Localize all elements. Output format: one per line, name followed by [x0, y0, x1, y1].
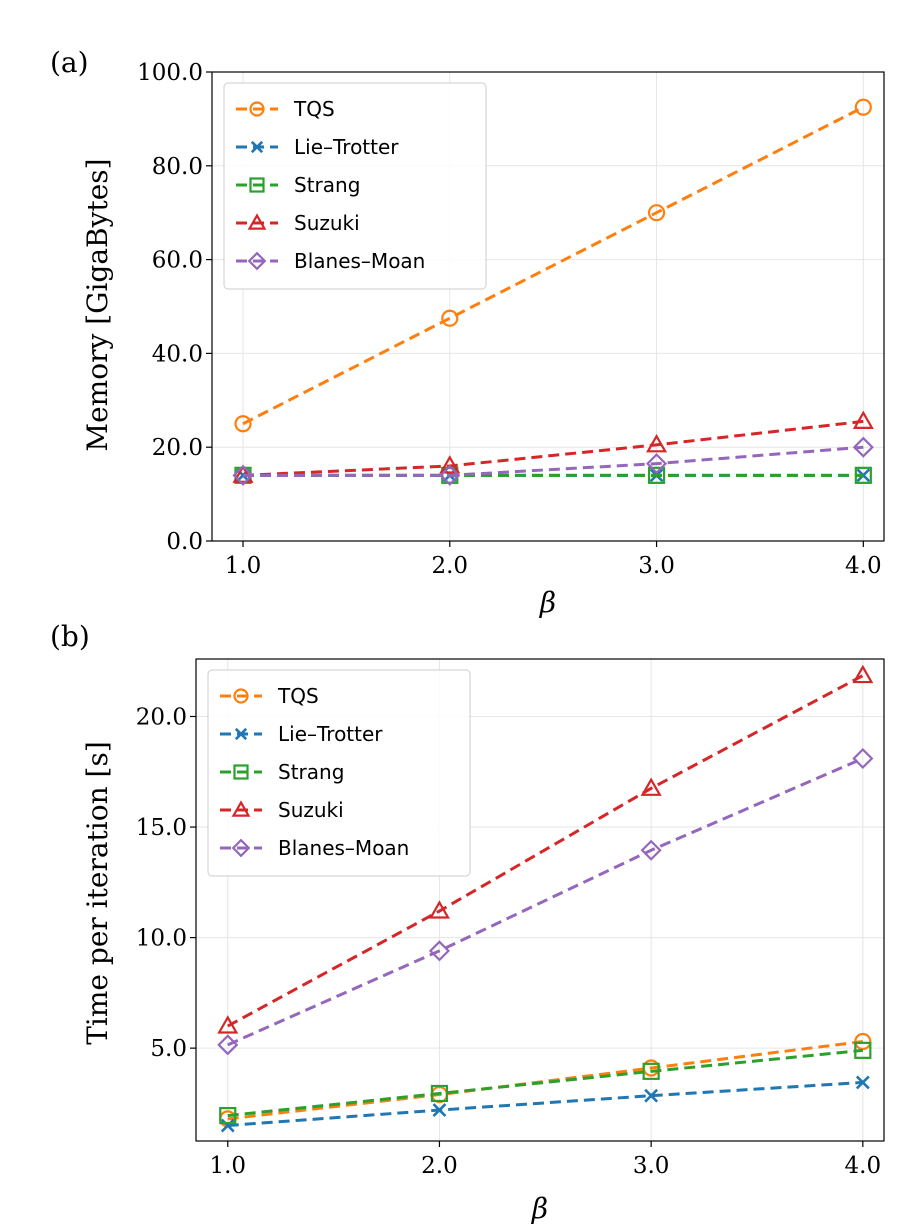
- data-point-0-2: [647, 204, 666, 222]
- data-point-3-2: [646, 434, 668, 453]
- y-tick-label: 0.0: [166, 529, 203, 555]
- legend-entry-2: Strang: [294, 173, 360, 197]
- series-line-1: [227, 1080, 863, 1128]
- y-tick-label: 60.0: [152, 248, 203, 274]
- legend-marker-3: [231, 800, 251, 817]
- y-axis-label-b: Time per iteration [s]: [81, 741, 114, 1045]
- series-line-0: [227, 1040, 864, 1121]
- y-tick-label: 10.0: [136, 926, 187, 952]
- data-point-2-1: [430, 1084, 449, 1103]
- legend-marker-2: [249, 177, 265, 193]
- data-point-1-3: [855, 1075, 870, 1090]
- series-line-2: [227, 1048, 863, 1118]
- data-point-1-0: [220, 1118, 235, 1133]
- legend-entry-0: TQS: [293, 97, 335, 121]
- legend-entry-1: Lie–Trotter: [278, 722, 383, 746]
- data-point-3-3: [852, 664, 874, 684]
- y-tick-label: 40.0: [152, 341, 203, 367]
- x-tick-label: 2.0: [421, 1153, 458, 1179]
- data-point-0-3: [854, 1032, 872, 1051]
- data-point-1-2: [644, 1088, 659, 1103]
- series-group-b: [217, 664, 874, 1133]
- series-line-3: [242, 419, 864, 477]
- data-point-0-3: [854, 98, 872, 116]
- y-tick-label: 20.0: [136, 704, 187, 730]
- legend-marker-1: [234, 727, 248, 741]
- data-point-0-1: [441, 309, 459, 327]
- x-tick-label: 4.0: [845, 1153, 882, 1179]
- legend-marker-4: [231, 838, 251, 858]
- data-point-4-2: [645, 453, 668, 475]
- legend-marker-1: [250, 140, 264, 154]
- y-tick-label: 20.0: [152, 435, 203, 461]
- data-point-4-0: [232, 464, 254, 486]
- legend-a: TQS Lie–Trotter Strang Suzuki Blanes–Moan: [223, 82, 487, 290]
- data-point-0-0: [234, 415, 252, 433]
- legend-entry-0: TQS: [277, 684, 319, 708]
- legend-box: [223, 82, 487, 290]
- x-tick-label: 1.0: [225, 553, 262, 579]
- x-tick-label: 3.0: [638, 553, 675, 579]
- y-tick-label: 80.0: [152, 154, 203, 180]
- legend-entry-1: Lie–Trotter: [294, 135, 399, 159]
- legend-b: TQS Lie–Trotter Strang Suzuki Blanes–Moan: [207, 669, 471, 877]
- data-point-2-2: [647, 466, 666, 484]
- legend-marker-2: [233, 764, 249, 780]
- legend-entry-3: Suzuki: [294, 211, 360, 235]
- plot-frame-a: [211, 71, 885, 542]
- y-tick-label: 100.0: [137, 60, 203, 86]
- data-point-2-3: [854, 1041, 872, 1059]
- data-point-4-3: [852, 436, 874, 458]
- x-tick-label: 2.0: [431, 553, 468, 579]
- x-tick-label: 3.0: [633, 1153, 670, 1179]
- data-point-4-1: [428, 940, 451, 962]
- panel-label-a: (a): [50, 46, 89, 79]
- data-point-4-2: [640, 839, 662, 861]
- data-point-3-0: [217, 1015, 239, 1034]
- x-axis-label-b: β: [531, 1192, 548, 1225]
- y-tick-label: 15.0: [136, 815, 187, 841]
- data-point-4-1: [439, 464, 461, 486]
- legend-entry-4: Blanes–Moan: [278, 836, 409, 860]
- legend-entry-3: Suzuki: [278, 798, 344, 822]
- plot-frame-b: [195, 658, 885, 1142]
- data-point-3-1: [428, 900, 450, 919]
- data-point-3-2: [640, 777, 662, 796]
- legend-entry-4: Blanes–Moan: [294, 249, 425, 273]
- y-axis-label-a: Memory [GigaBytes]: [81, 158, 114, 451]
- series-line-4: [243, 445, 864, 477]
- data-point-3-3: [852, 410, 874, 429]
- series-line-4: [227, 757, 864, 1047]
- series-line-3: [227, 674, 864, 1028]
- x-tick-label: 1.0: [209, 1153, 246, 1179]
- panel-a: (a) Memory [GigaBytes] β 1.0 2.0 3.0 4.0 0.0…: [50, 46, 885, 619]
- series-line-0: [242, 105, 865, 426]
- legend-marker-0: [233, 688, 249, 704]
- ticks-b: 1.0 2.0 3.0 4.0 5.0 10.0 15.0 20.0: [136, 704, 881, 1179]
- data-point-2-2: [642, 1062, 660, 1080]
- legend-box: [207, 669, 471, 877]
- x-axis-label-a: β: [539, 586, 556, 619]
- data-point-2-0: [219, 1106, 237, 1125]
- data-point-4-0: [217, 1034, 239, 1056]
- legend-marker-0: [249, 101, 265, 117]
- legend-entry-2: Strang: [278, 760, 344, 784]
- y-tick-label: 5.0: [150, 1036, 187, 1062]
- legend-marker-3: [247, 213, 267, 230]
- data-point-4-3: [852, 747, 874, 770]
- data-point-3-1: [439, 455, 461, 474]
- panel-label-b: (b): [50, 620, 90, 653]
- ticks-a: 1.0 2.0 3.0 4.0 0.0 20.0 40.0 60.0 80.0 100.0: [137, 60, 881, 579]
- panel-b: (b) Time per iteration [s] β 1.0 2.0 3.0 4.…: [50, 620, 885, 1225]
- data-point-2-3: [854, 466, 872, 484]
- data-point-1-1: [432, 1103, 447, 1117]
- series-group-a: [232, 98, 874, 486]
- legend-marker-4: [247, 251, 267, 271]
- x-tick-label: 4.0: [845, 553, 882, 579]
